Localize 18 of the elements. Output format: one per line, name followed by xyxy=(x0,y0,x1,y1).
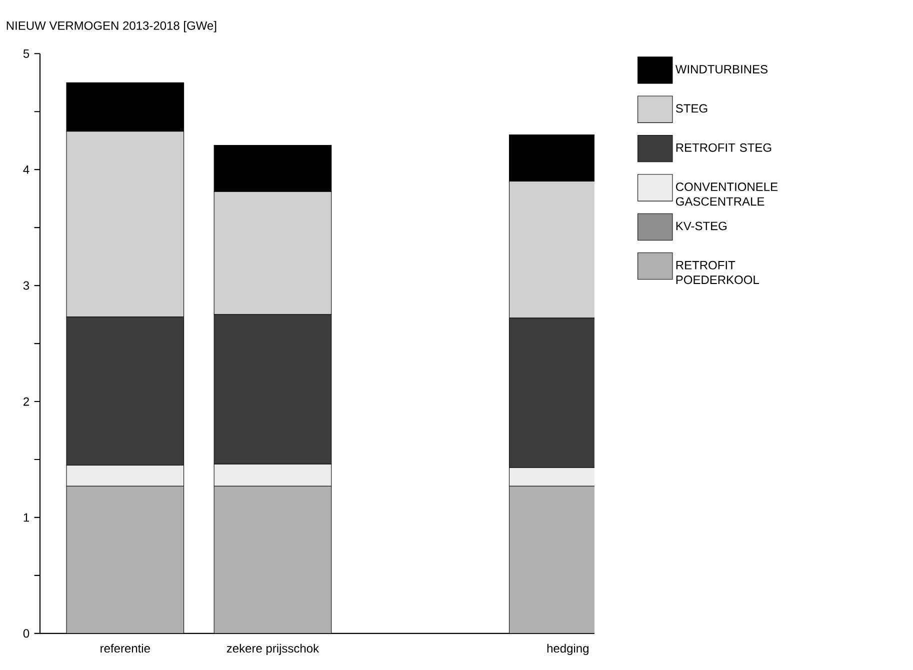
y-tick-label: 5 xyxy=(23,49,30,58)
legend-label: WINDTURBINES xyxy=(675,64,768,74)
y-tick-label: 2 xyxy=(24,397,29,406)
legend-label: RETROFIT POEDERKOOL xyxy=(676,260,759,284)
legend-label: CONVENTIONELE GASCENTRALE xyxy=(676,182,778,206)
y-tick-label: 3 xyxy=(23,281,30,290)
legend-label: RETROFIT STEG xyxy=(676,143,772,152)
chart-title: NIEUW VERMOGEN 2013-2018 [GWe] xyxy=(6,20,216,32)
y-tick-label: 1 xyxy=(24,513,30,522)
bar xyxy=(66,130,184,317)
x-tick-label: referentie xyxy=(100,644,150,652)
legend-label: STEG xyxy=(676,104,708,112)
y-tick-label: 4 xyxy=(23,165,30,174)
x-tick-label: zekere prijsschok xyxy=(226,644,320,655)
x-tick-label: hedging xyxy=(547,644,588,655)
bar xyxy=(66,316,184,466)
legend-label: KV-STEG xyxy=(676,222,726,230)
y-tick-label: 0 xyxy=(23,628,30,638)
